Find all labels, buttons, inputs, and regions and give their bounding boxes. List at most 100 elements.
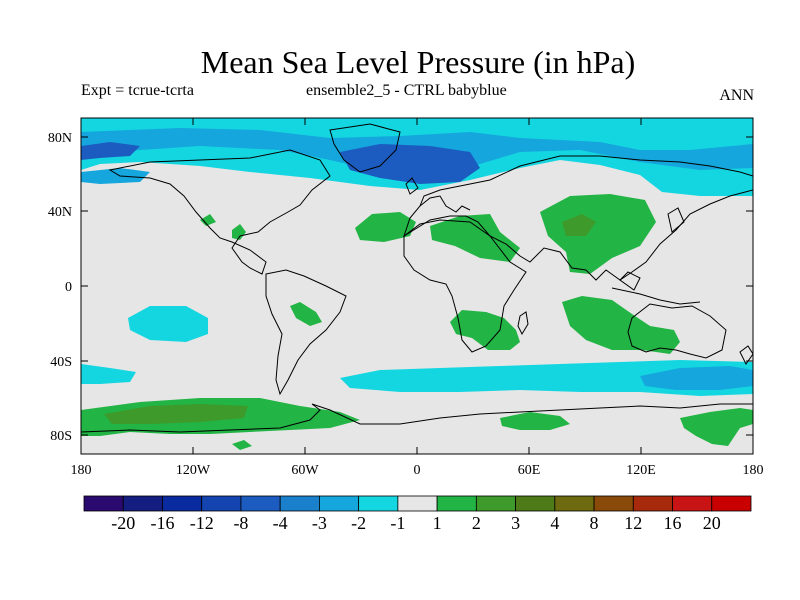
coast-uk xyxy=(405,177,419,195)
chart-title: Mean Sea Level Pressure (in hPa) xyxy=(200,44,636,80)
lon-axis: 180 120W 60W 0 60E 120E 180 xyxy=(71,118,764,478)
map-field xyxy=(81,118,753,454)
contour-green-antarctic-2 xyxy=(500,412,570,430)
colorbar-swatch xyxy=(632,495,673,512)
coast-australia xyxy=(627,303,727,359)
lat-tick-group-3: 40S xyxy=(50,355,753,370)
colorbar: -20 -16 -12 -8 -4 -3 -2 -1 1 2 3 4 8 12 16 20 xyxy=(83,495,752,533)
coast-new-zealand xyxy=(739,345,753,365)
subtitle-right: ANN xyxy=(719,87,754,104)
coast-europe-detail xyxy=(419,195,471,213)
contour-green-brazil xyxy=(290,302,322,326)
colorbar-label: 16 xyxy=(664,513,682,533)
contour-blue-arctic-2 xyxy=(81,168,150,184)
contour-green-asia xyxy=(540,194,656,274)
contour-green-mex xyxy=(200,214,216,226)
lat-tick-label: 0 xyxy=(65,280,72,295)
contour-olive-asia xyxy=(562,214,596,236)
coast-indonesia xyxy=(611,271,701,305)
colorbar-label: -4 xyxy=(273,513,288,533)
colorbar-swatch xyxy=(319,495,360,512)
contour-green-antarctic-3 xyxy=(680,408,753,446)
colorbar-label: -1 xyxy=(390,513,405,533)
lat-tick-group-2: 0 xyxy=(65,280,753,295)
contour-cyan-southern xyxy=(81,364,136,384)
lon-tick-group-0: 180 xyxy=(71,463,92,478)
lon-tick-label: 60E xyxy=(518,463,541,478)
coast-japan xyxy=(667,207,685,233)
colorbar-label: 12 xyxy=(624,513,642,533)
colorbar-swatch xyxy=(358,495,399,512)
contour-cyan-pacific xyxy=(128,306,208,342)
colorbar-label: 1 xyxy=(433,513,442,533)
contour-cyan-southern-2 xyxy=(340,360,753,396)
colorbar-label: -20 xyxy=(111,513,135,533)
colorbar-swatch xyxy=(201,495,242,512)
coast-south-america xyxy=(265,269,347,396)
colorbar-label: -2 xyxy=(351,513,366,533)
colorbar-swatch xyxy=(436,495,477,512)
contour-green-antarctic-4 xyxy=(232,440,252,450)
contour-blue-southern xyxy=(640,366,753,390)
contour-green-safrica xyxy=(450,310,520,350)
colorbar-swatch xyxy=(475,495,516,512)
lat-tick-label: 40S xyxy=(50,355,72,370)
contour-green-indian xyxy=(562,296,680,354)
lon-tick-label: 120W xyxy=(176,463,211,478)
lon-tick-group-6: 180 xyxy=(743,463,764,478)
colorbar-swatch xyxy=(122,495,163,512)
coast-eurasia xyxy=(403,155,753,281)
colorbar-swatch xyxy=(279,495,320,512)
lat-tick-label: 80N xyxy=(48,131,72,146)
contour-darkblue-arctic-2 xyxy=(81,142,140,160)
colorbar-label: 4 xyxy=(550,513,559,533)
lon-tick-label: 60W xyxy=(291,463,319,478)
lat-axis: 80N 40N 0 40S 80S xyxy=(48,131,753,444)
coast-north-america xyxy=(108,149,331,275)
lon-tick-group-4: 60E xyxy=(518,118,541,478)
colorbar-label: 8 xyxy=(590,513,599,533)
coastlines xyxy=(81,123,753,433)
lon-tick-label: 180 xyxy=(743,463,764,478)
coast-antarctica xyxy=(81,403,753,433)
colorbar-label: 3 xyxy=(511,513,520,533)
lon-tick-group-1: 120W xyxy=(176,118,211,478)
contour-green-mideast xyxy=(430,214,520,262)
colorbar-swatch xyxy=(554,495,595,512)
subtitle-left: Expt = tcrue-tcrta xyxy=(81,82,194,99)
colorbar-swatch xyxy=(162,495,203,512)
colorbar-swatch xyxy=(711,495,752,512)
contour-green-atlantic xyxy=(355,212,416,242)
lat-tick-label: 80S xyxy=(50,429,72,444)
coast-greenland xyxy=(329,123,401,173)
lon-tick-group-2: 60W xyxy=(291,118,319,478)
lat-tick-group-0: 80N xyxy=(48,131,753,146)
lon-tick-group-5: 120E xyxy=(626,118,656,478)
colorbar-swatch xyxy=(240,495,281,512)
lat-tick-label: 40N xyxy=(48,205,72,220)
lon-tick-label: 120E xyxy=(626,463,656,478)
lon-tick-label: 180 xyxy=(71,463,92,478)
coast-madagascar xyxy=(517,311,529,336)
colorbar-swatch xyxy=(593,495,634,512)
colorbar-swatch xyxy=(397,495,438,512)
colorbar-label: -3 xyxy=(312,513,327,533)
lon-tick-group-3: 0 xyxy=(414,118,421,478)
colorbar-swatch xyxy=(83,495,124,512)
subtitle-center: ensemble2_5 - CTRL babyblue xyxy=(306,82,507,99)
contour-green-gulf xyxy=(232,224,246,240)
lon-tick-label: 0 xyxy=(414,463,421,478)
lat-tick-group-1: 40N xyxy=(48,205,753,220)
colorbar-swatch xyxy=(515,495,556,512)
contour-olive-antarctic xyxy=(104,404,248,424)
colorbar-label: -12 xyxy=(190,513,214,533)
lat-tick-group-4: 80S xyxy=(50,429,753,444)
contour-darkblue-arctic xyxy=(340,144,480,184)
colorbar-label: 20 xyxy=(703,513,721,533)
colorbar-swatch xyxy=(672,495,713,512)
colorbar-label: -16 xyxy=(150,513,174,533)
colorbar-label: 2 xyxy=(472,513,481,533)
colorbar-label: -8 xyxy=(233,513,248,533)
coast-africa xyxy=(403,219,527,353)
